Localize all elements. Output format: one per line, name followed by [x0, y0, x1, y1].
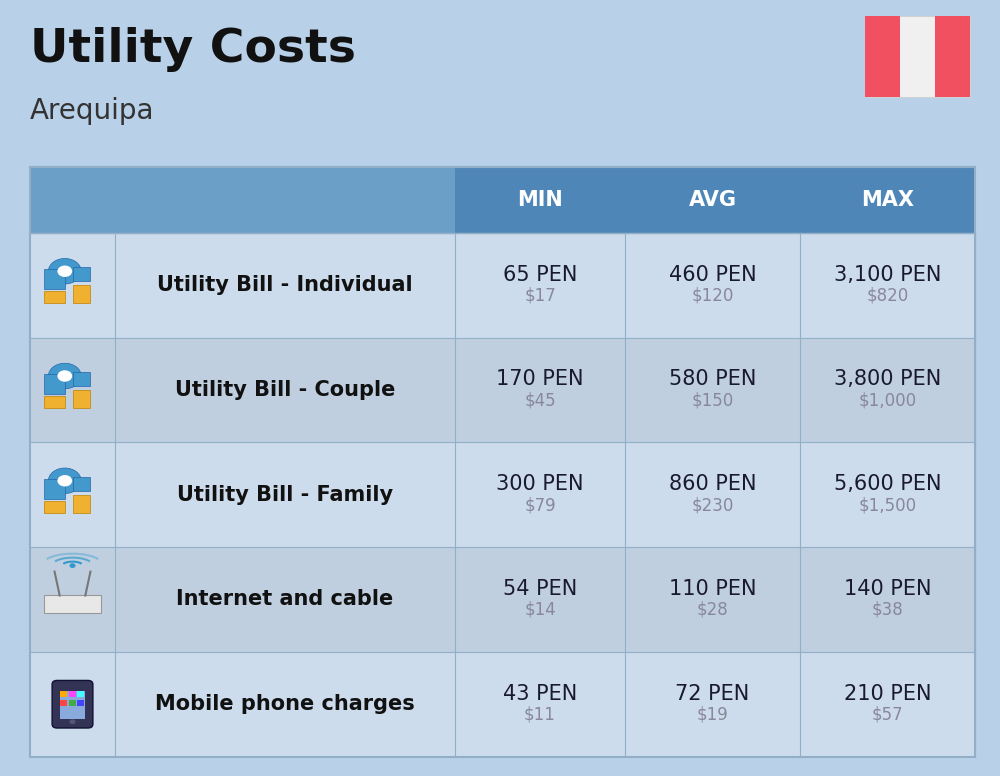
- Text: Utility Costs: Utility Costs: [30, 27, 356, 72]
- Bar: [73, 267, 90, 281]
- Text: Arequipa: Arequipa: [30, 97, 154, 125]
- Bar: [44, 374, 65, 394]
- Text: 300 PEN: 300 PEN: [496, 474, 584, 494]
- Text: 43 PEN: 43 PEN: [503, 684, 577, 704]
- Text: 210 PEN: 210 PEN: [844, 684, 931, 704]
- Circle shape: [69, 563, 76, 568]
- Bar: [625, 167, 800, 233]
- Bar: [69, 700, 76, 706]
- FancyBboxPatch shape: [52, 681, 93, 728]
- Text: $120: $120: [691, 286, 734, 305]
- Bar: [455, 167, 625, 233]
- Text: 54 PEN: 54 PEN: [503, 579, 577, 599]
- Circle shape: [57, 475, 72, 487]
- Text: 3,800 PEN: 3,800 PEN: [834, 369, 941, 390]
- Circle shape: [69, 719, 76, 724]
- Bar: [30, 167, 115, 233]
- Bar: [44, 501, 65, 513]
- Text: Internet and cable: Internet and cable: [176, 590, 394, 609]
- Bar: [73, 285, 90, 303]
- Text: $1,500: $1,500: [858, 496, 917, 514]
- Text: Utility Bill - Individual: Utility Bill - Individual: [157, 275, 413, 295]
- Bar: [73, 390, 90, 408]
- Bar: [44, 291, 65, 303]
- Bar: [60, 691, 85, 719]
- Text: 3,100 PEN: 3,100 PEN: [834, 265, 941, 285]
- Text: 460 PEN: 460 PEN: [669, 265, 756, 285]
- Bar: [30, 442, 975, 547]
- Text: 110 PEN: 110 PEN: [669, 579, 756, 599]
- Text: AVG: AVG: [688, 190, 736, 210]
- Text: $1,000: $1,000: [858, 391, 917, 410]
- Bar: [865, 16, 900, 97]
- Text: $17: $17: [524, 286, 556, 305]
- Text: $14: $14: [524, 601, 556, 619]
- Text: MAX: MAX: [861, 190, 914, 210]
- Text: 170 PEN: 170 PEN: [496, 369, 584, 390]
- Text: $57: $57: [872, 705, 903, 724]
- Text: $19: $19: [697, 705, 728, 724]
- Text: $38: $38: [872, 601, 903, 619]
- Circle shape: [48, 363, 81, 389]
- Text: 580 PEN: 580 PEN: [669, 369, 756, 390]
- Bar: [44, 479, 65, 499]
- Bar: [800, 167, 975, 233]
- Bar: [69, 691, 76, 698]
- Bar: [30, 652, 975, 757]
- Bar: [44, 396, 65, 408]
- Bar: [60, 700, 67, 706]
- Bar: [30, 547, 975, 652]
- Text: 65 PEN: 65 PEN: [503, 265, 577, 285]
- Bar: [44, 269, 65, 289]
- Circle shape: [57, 265, 72, 277]
- Text: Mobile phone charges: Mobile phone charges: [155, 695, 415, 714]
- Bar: [77, 700, 84, 706]
- Text: Utility Bill - Family: Utility Bill - Family: [177, 485, 393, 504]
- Text: $45: $45: [524, 391, 556, 410]
- Text: $230: $230: [691, 496, 734, 514]
- Text: $79: $79: [524, 496, 556, 514]
- Text: 860 PEN: 860 PEN: [669, 474, 756, 494]
- Bar: [935, 16, 970, 97]
- Bar: [73, 476, 90, 490]
- Circle shape: [48, 468, 81, 494]
- Text: 5,600 PEN: 5,600 PEN: [834, 474, 941, 494]
- Text: $28: $28: [697, 601, 728, 619]
- Text: $150: $150: [691, 391, 734, 410]
- Text: 140 PEN: 140 PEN: [844, 579, 931, 599]
- Text: Utility Bill - Couple: Utility Bill - Couple: [175, 380, 395, 400]
- Bar: [30, 167, 975, 757]
- Circle shape: [57, 370, 72, 382]
- Bar: [60, 691, 67, 698]
- Bar: [115, 167, 455, 233]
- Text: $11: $11: [524, 705, 556, 724]
- Circle shape: [48, 258, 81, 284]
- Bar: [30, 233, 975, 338]
- Bar: [73, 495, 90, 513]
- Text: $820: $820: [866, 286, 909, 305]
- Bar: [77, 691, 84, 698]
- Text: 72 PEN: 72 PEN: [675, 684, 750, 704]
- Bar: [73, 372, 90, 386]
- Bar: [44, 595, 101, 613]
- Bar: [865, 16, 970, 97]
- Bar: [30, 338, 975, 442]
- Text: MIN: MIN: [517, 190, 563, 210]
